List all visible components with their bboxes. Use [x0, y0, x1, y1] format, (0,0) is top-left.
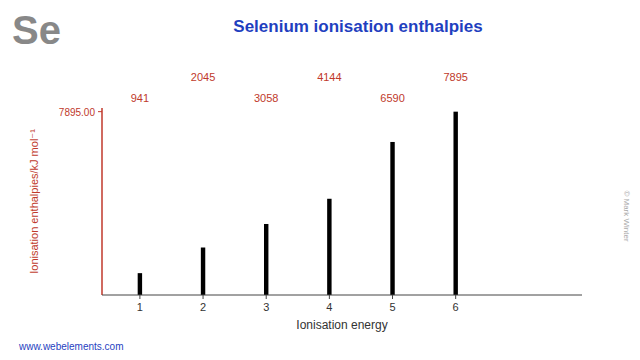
chart: Selenium ionisation enthalpies 1 2 3 4 5 6 7895…: [0, 0, 640, 360]
x-axis-label: Ionisation energy: [296, 318, 387, 332]
data-label: 4144: [317, 71, 341, 83]
bar: [453, 112, 457, 295]
x-tick-label: 5: [389, 301, 395, 313]
x-tick: [392, 295, 393, 299]
element-symbol: Se: [12, 8, 61, 52]
x-tick: [329, 295, 330, 299]
x-axis-line: [102, 295, 582, 296]
data-label: 2045: [191, 71, 215, 83]
x-tick-label: 3: [263, 301, 269, 313]
website: www.webelements.com: [18, 341, 123, 352]
y-axis-label: Ionisation enthalpies/kJ mol⁻¹: [28, 129, 40, 274]
y-axis-line: [101, 108, 103, 295]
bar: [390, 142, 394, 295]
x-tick: [455, 295, 456, 299]
x-tick-label: 4: [326, 301, 332, 313]
x-tick: [203, 295, 204, 299]
bar: [327, 199, 331, 295]
x-tick: [266, 295, 267, 299]
y-tick-label: 7895.00: [59, 107, 96, 118]
y-tick: [98, 111, 102, 112]
x-tick-label: 1: [137, 301, 143, 313]
data-label: 7895: [443, 71, 467, 83]
bars: [138, 112, 458, 295]
title: Selenium ionisation enthalpies: [233, 17, 482, 36]
data-label: 3058: [254, 92, 278, 104]
x-tick: [139, 295, 140, 299]
bar: [201, 248, 205, 295]
data-label: 941: [131, 92, 149, 104]
bar: [264, 224, 268, 295]
x-tick-label: 6: [453, 301, 459, 313]
watermark: © Mark Winter: [622, 190, 631, 242]
bar: [138, 273, 142, 295]
data-label: 6590: [380, 92, 404, 104]
x-tick-label: 2: [200, 301, 206, 313]
